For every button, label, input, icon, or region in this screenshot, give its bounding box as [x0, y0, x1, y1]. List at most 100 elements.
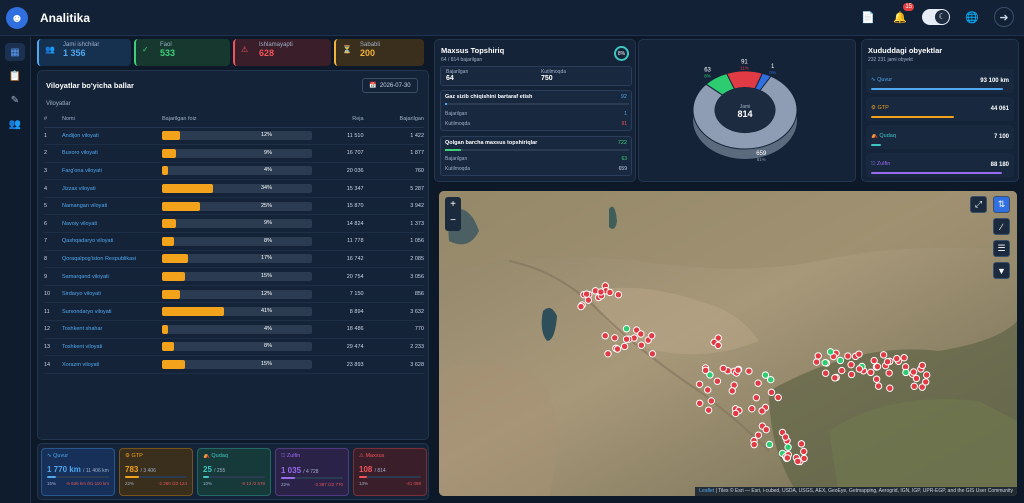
- map-marker[interactable]: [800, 454, 808, 463]
- map-marker[interactable]: [707, 397, 716, 405]
- map-marker[interactable]: [893, 354, 901, 363]
- table-row[interactable]: 7 Qashqadaryo viloyati 8% 11 778 1 056: [44, 232, 424, 251]
- map-marker[interactable]: [714, 334, 722, 342]
- object-item-1[interactable]: ⚙ GTP 44 061: [866, 97, 1014, 121]
- map-marker[interactable]: [613, 345, 622, 353]
- map-marker[interactable]: [648, 332, 656, 340]
- object-item-2[interactable]: ⛺ Qudaq 7 100: [866, 125, 1014, 149]
- draw-line-button[interactable]: ∕: [993, 218, 1010, 235]
- map-marker[interactable]: [922, 378, 930, 386]
- stat-card-1[interactable]: ✓ Faol 533: [134, 39, 230, 66]
- object-item-3[interactable]: ⎋ Zulfin 88 180: [866, 153, 1014, 177]
- table-row[interactable]: 10 Sirdaryo viloyati 12% 7 150 856: [44, 285, 424, 304]
- map-marker[interactable]: [695, 399, 704, 408]
- map-marker[interactable]: [879, 351, 888, 359]
- map-marker[interactable]: [622, 325, 631, 333]
- region-name[interactable]: Namangan viloyati: [62, 197, 162, 216]
- region-name[interactable]: Farg'ona viloyati: [62, 162, 162, 181]
- mini-stat-2[interactable]: ⛺ Qudaq 25 / 255 10% -5 13 /2 578: [197, 448, 271, 496]
- map-marker[interactable]: [885, 369, 893, 377]
- map-marker[interactable]: [873, 362, 882, 371]
- map-marker[interactable]: [728, 387, 736, 395]
- map-marker[interactable]: [821, 359, 829, 367]
- region-name[interactable]: Xorazm viloyati: [62, 355, 162, 374]
- map-marker[interactable]: [918, 383, 926, 391]
- map-marker[interactable]: [902, 368, 910, 377]
- map-marker[interactable]: [836, 356, 845, 365]
- table-row[interactable]: 2 Buxoro viloyati 9% 16 707 1 877: [44, 144, 424, 163]
- task-section-gas[interactable]: Gaz sizib chiqishini bartaraf etish 92 B…: [440, 90, 632, 131]
- theme-toggle[interactable]: ☾: [922, 9, 950, 25]
- map-marker[interactable]: [597, 288, 605, 296]
- map-marker[interactable]: [774, 393, 782, 402]
- map-marker[interactable]: [761, 371, 770, 379]
- map-marker[interactable]: [821, 369, 830, 377]
- map-marker[interactable]: [900, 354, 908, 362]
- map-marker[interactable]: [826, 348, 835, 356]
- map-marker[interactable]: [781, 433, 790, 441]
- map-marker[interactable]: [765, 440, 774, 449]
- map-marker[interactable]: [701, 366, 710, 374]
- map-marker[interactable]: [606, 288, 614, 297]
- table-row[interactable]: 14 Xorazm viloyati 15% 23 893 3 628: [44, 355, 424, 374]
- map-marker[interactable]: [758, 407, 766, 415]
- map-marker[interactable]: [582, 290, 591, 298]
- map-marker[interactable]: [886, 384, 894, 392]
- map-marker[interactable]: [620, 342, 629, 351]
- map-marker[interactable]: [750, 440, 758, 449]
- map-marker[interactable]: [704, 386, 712, 394]
- table-row[interactable]: 13 Toshkent viloyati 8% 29 474 2 233: [44, 338, 424, 357]
- edit-icon[interactable]: ✎: [10, 94, 20, 106]
- map-marker[interactable]: [754, 431, 763, 439]
- map-marker[interactable]: [762, 425, 770, 434]
- region-name[interactable]: Samarqand viloyati: [62, 267, 162, 286]
- stat-card-3[interactable]: ⏳ Sababli 200: [334, 39, 424, 66]
- map-marker[interactable]: [611, 334, 619, 342]
- globe-icon[interactable]: 🌐: [965, 11, 979, 24]
- mini-stat-3[interactable]: ⎋ Zulfin 1 035 / 4 728 22% -3 387 /22 770: [275, 448, 349, 496]
- stat-card-2[interactable]: ⚠ Ishlamayapti 628: [233, 39, 331, 66]
- table-row[interactable]: 4 Jizzax viloyati 34% 15 347 5 287: [44, 179, 424, 198]
- map-marker[interactable]: [909, 368, 918, 376]
- object-item-0[interactable]: ∿ Quvur 93 100 km: [866, 69, 1014, 93]
- map-marker[interactable]: [847, 370, 856, 379]
- table-row[interactable]: 3 Farg'ona viloyati 4% 20 036 760: [44, 162, 424, 181]
- region-name[interactable]: Buxoro viloyati: [62, 144, 162, 163]
- map-marker[interactable]: [872, 375, 881, 383]
- bell-icon[interactable]: 🔔 15: [893, 3, 914, 24]
- map-marker[interactable]: [855, 350, 863, 358]
- map-marker[interactable]: [584, 296, 593, 304]
- map-marker[interactable]: [734, 366, 742, 374]
- table-row[interactable]: 12 Toshkent shahar 4% 18 486 770: [44, 320, 424, 339]
- map-marker[interactable]: [748, 405, 756, 413]
- map-marker[interactable]: [614, 290, 623, 299]
- map-marker[interactable]: [838, 366, 846, 375]
- map-marker[interactable]: [910, 382, 918, 390]
- map-marker[interactable]: [814, 352, 822, 360]
- map-marker[interactable]: [704, 406, 713, 414]
- map-marker[interactable]: [783, 454, 792, 462]
- region-name[interactable]: Andijon viloyati: [62, 127, 162, 146]
- map-marker[interactable]: [637, 330, 645, 338]
- map-marker[interactable]: [695, 380, 704, 388]
- table-row[interactable]: 9 Samarqand viloyati 15% 20 754 3 056: [44, 267, 424, 286]
- logout-icon[interactable]: ➜: [994, 7, 1014, 27]
- region-name[interactable]: Qoraqalpog'iston Respublikasi: [62, 250, 162, 269]
- region-name[interactable]: Navoiy viloyati: [62, 214, 162, 234]
- map-marker[interactable]: [870, 356, 878, 365]
- map-marker[interactable]: [706, 371, 714, 379]
- map-marker[interactable]: [800, 447, 808, 456]
- user-avatar[interactable]: ☻: [6, 6, 28, 29]
- map-marker[interactable]: [784, 443, 792, 451]
- zoom-out-button[interactable]: −: [450, 215, 456, 226]
- table-row[interactable]: 5 Namangan viloyati 25% 15 870 3 942: [44, 197, 424, 216]
- dashboard-icon[interactable]: ▦: [5, 43, 25, 61]
- table-row[interactable]: 8 Qoraqalpog'iston Respublikasi 17% 16 7…: [44, 250, 424, 269]
- layers-button[interactable]: ☰: [993, 240, 1010, 257]
- map-marker[interactable]: [847, 360, 855, 369]
- region-name[interactable]: Qashqadaryo viloyati: [62, 232, 162, 251]
- leaflet-link[interactable]: Leaflet: [699, 488, 715, 494]
- map-marker[interactable]: [767, 388, 776, 397]
- region-name[interactable]: Jizzax viloyati: [62, 179, 162, 198]
- region-name[interactable]: Toshkent shahar: [62, 320, 162, 339]
